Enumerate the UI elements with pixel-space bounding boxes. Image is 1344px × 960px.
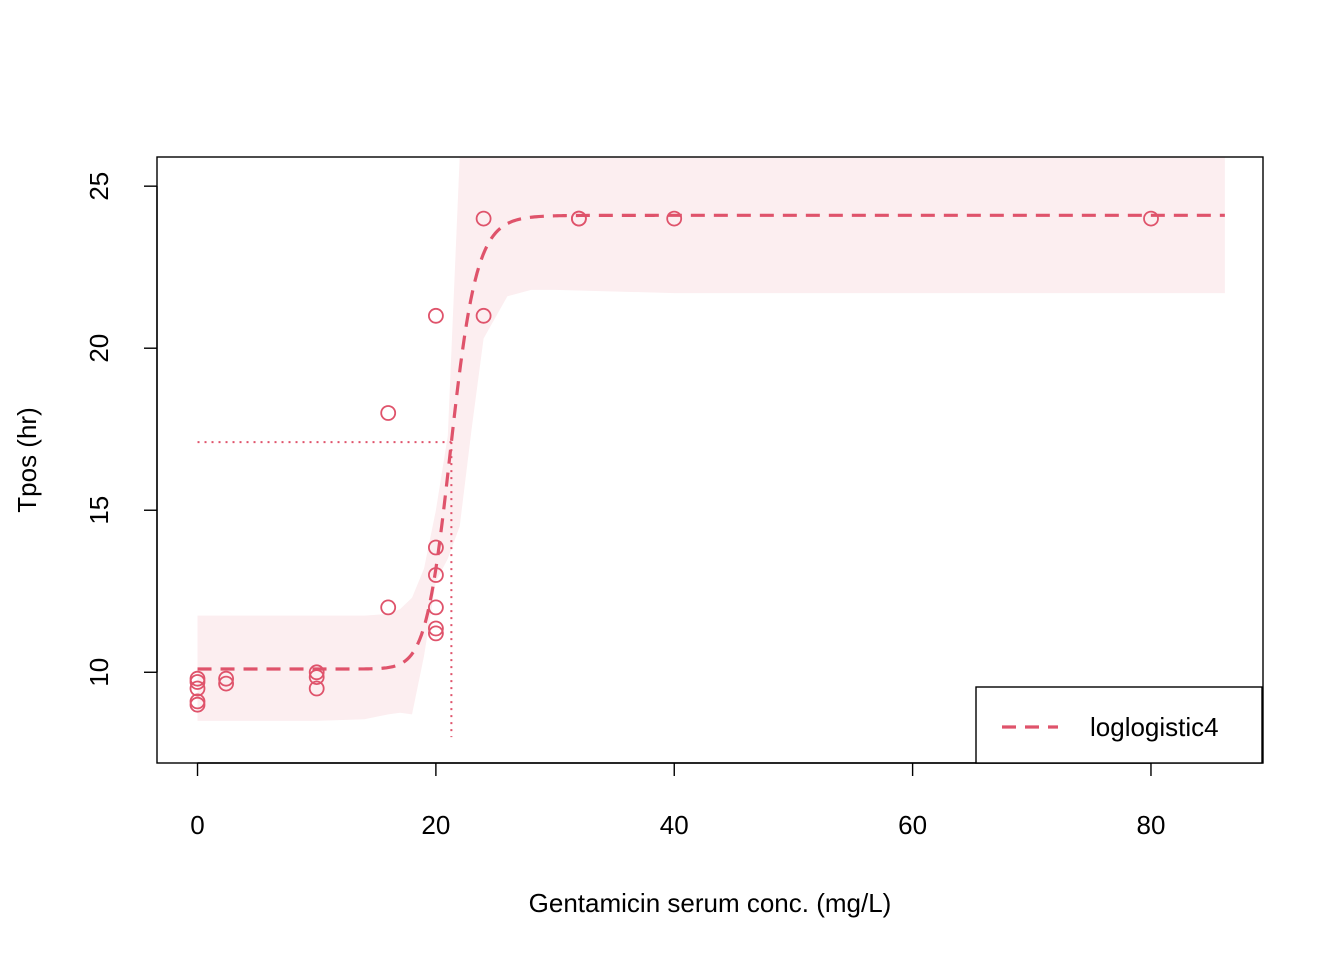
legend-label-loglogistic4: loglogistic4 [1090, 712, 1219, 742]
data-point [1143, 210, 1159, 227]
x-tick-label: 60 [898, 810, 927, 840]
x-axis-label: Gentamicin serum conc. (mg/L) [529, 888, 892, 918]
data-point [666, 210, 683, 227]
ed50-marker [197, 441, 453, 738]
data-point [427, 307, 444, 324]
legend-box [975, 686, 1263, 764]
y-axis: 10 15 20 25 [84, 172, 158, 687]
x-tick-label: 40 [660, 810, 689, 840]
y-tick-label: 20 [84, 334, 114, 363]
x-tick-label: 0 [190, 810, 204, 840]
legend: loglogistic4 [975, 686, 1263, 764]
data-point [218, 675, 235, 692]
y-tick-label: 15 [84, 496, 114, 525]
y-tick-label: 25 [84, 172, 114, 201]
data-point [218, 670, 235, 687]
data-point [308, 680, 325, 697]
data-point [189, 670, 206, 687]
data-point [427, 599, 444, 616]
y-tick-label: 10 [84, 658, 114, 687]
fit-curve-line [197, 213, 1225, 671]
data-point [308, 669, 325, 685]
x-tick-label: 80 [1137, 810, 1166, 840]
data-point [189, 693, 206, 710]
data-point [189, 680, 206, 697]
x-tick-label: 20 [421, 810, 450, 840]
data-point [427, 620, 444, 637]
data-points [189, 210, 1159, 713]
data-point [380, 405, 397, 421]
data-point [427, 567, 444, 583]
data-point [475, 210, 492, 227]
data-point [571, 210, 587, 227]
confidence-band [197, 157, 1225, 721]
data-point [475, 307, 492, 324]
data-point [427, 625, 444, 642]
data-point [427, 539, 444, 556]
data-point [380, 599, 397, 616]
data-point [308, 664, 325, 681]
y-axis-label: Tpos (hr) [12, 407, 42, 512]
